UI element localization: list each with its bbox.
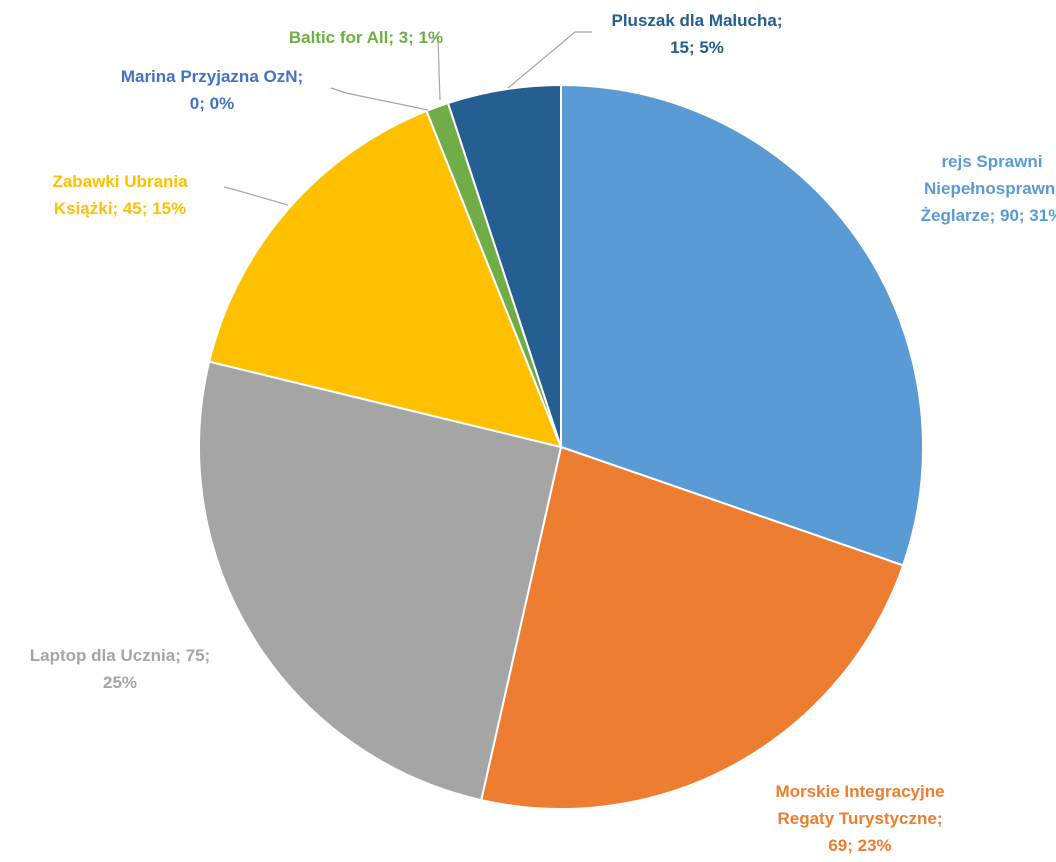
- data-label-6-line-0: Pluszak dla Malucha;: [612, 11, 783, 30]
- pie-slice-2: [198, 360, 563, 802]
- pie-slice-6: [446, 83, 562, 448]
- pie-slice-3: [207, 109, 563, 449]
- pie-slice-1: [480, 445, 905, 810]
- data-label-1: Morskie Integracyjne Regaty Turystyczne; 6…: [775, 782, 944, 855]
- data-label-6: Pluszak dla Malucha; 15; 5%: [612, 11, 783, 57]
- data-label-0-line-1: Niepełnosprawni: [924, 179, 1056, 198]
- data-label-5: Baltic for All; 3; 1%: [289, 28, 443, 47]
- data-label-4: Marina Przyjazna OzN; 0; 0%: [121, 67, 303, 113]
- data-label-0-line-2: Żeglarze; 90; 31%: [921, 206, 1056, 225]
- data-labels: rejs Sprawni Niepełnosprawni Żeglarze; 90;…: [30, 11, 1056, 855]
- leader-line-5: [429, 37, 441, 101]
- data-label-1-line-0: Morskie Integracyjne: [775, 782, 944, 801]
- leader-line-6: [507, 31, 592, 89]
- leader-line-3: [223, 186, 289, 206]
- leader-lines: [223, 31, 592, 206]
- data-label-4-line-0: Marina Przyjazna OzN;: [121, 67, 303, 86]
- data-label-3-line-1: Książki; 45; 15%: [54, 199, 186, 218]
- data-label-3-line-0: Zabawki Ubrania: [52, 172, 188, 191]
- data-label-2: Laptop dla Ucznia; 75; 25%: [30, 646, 210, 692]
- leader-line-4: [330, 87, 429, 111]
- data-label-1-line-1: Regaty Turystyczne;: [777, 809, 942, 828]
- data-label-5-line-0: Baltic for All; 3; 1%: [289, 28, 443, 47]
- data-label-1-line-2: 69; 23%: [828, 836, 891, 855]
- data-label-0-line-0: rejs Sprawni: [941, 152, 1042, 171]
- data-label-3: Zabawki Ubrania Książki; 45; 15%: [52, 172, 188, 218]
- data-label-0: rejs Sprawni Niepełnosprawni Żeglarze; 90;…: [921, 152, 1056, 225]
- data-label-6-line-1: 15; 5%: [670, 38, 724, 57]
- pie-slices: [198, 83, 924, 810]
- data-label-4-line-1: 0; 0%: [190, 94, 234, 113]
- pie-slice-0: [560, 83, 924, 567]
- data-label-2-line-1: 25%: [103, 673, 137, 692]
- data-label-2-line-0: Laptop dla Ucznia; 75;: [30, 646, 210, 665]
